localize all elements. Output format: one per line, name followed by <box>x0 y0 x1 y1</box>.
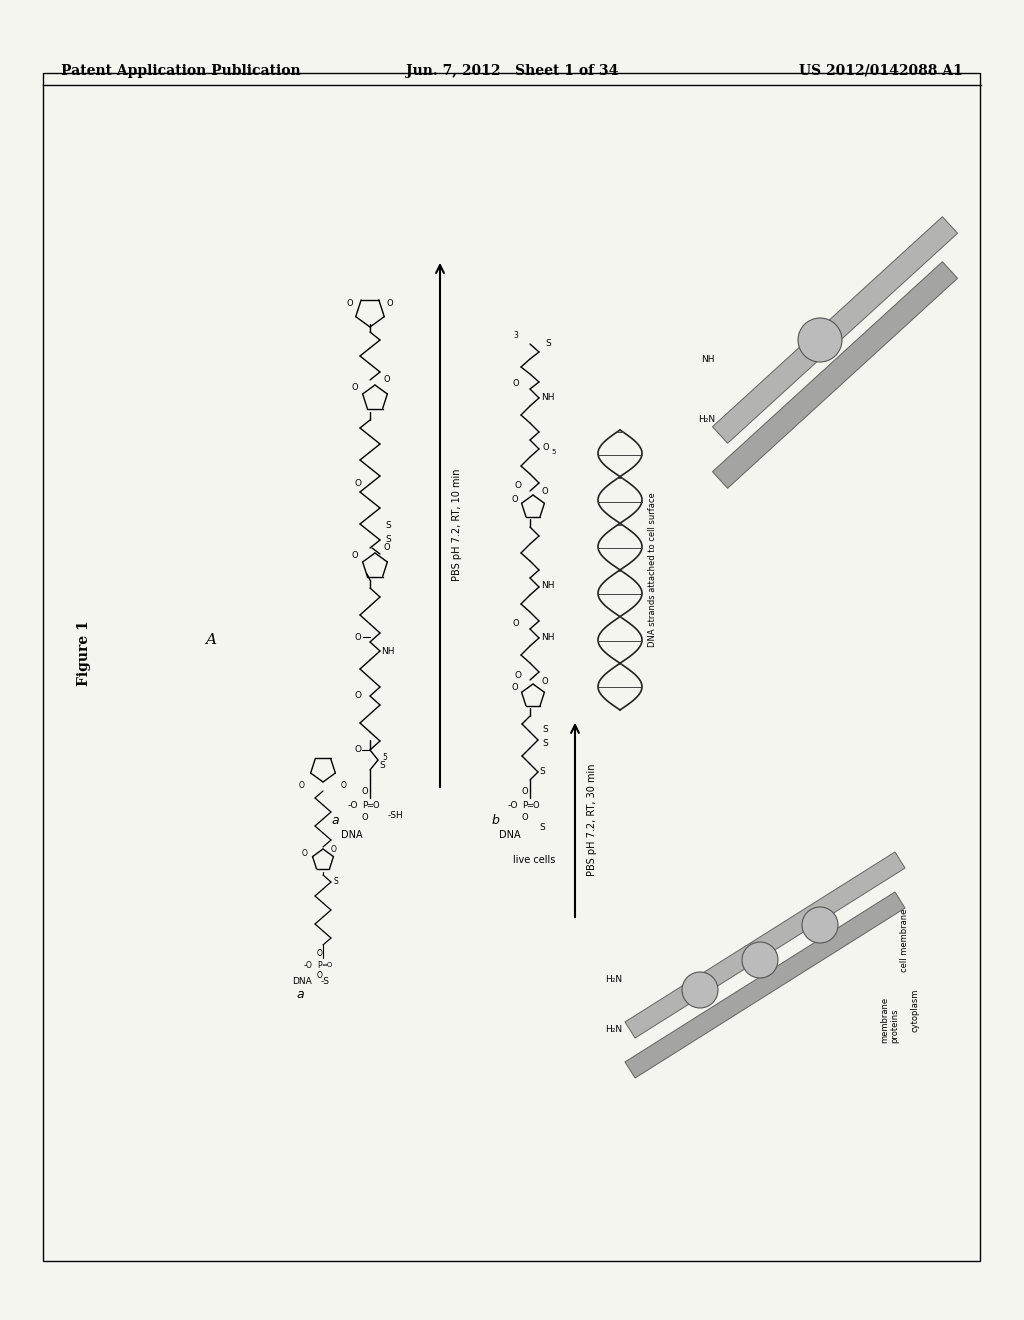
Text: live cells: live cells <box>513 855 555 865</box>
Text: cytoplasm: cytoplasm <box>910 989 919 1032</box>
Text: -S: -S <box>321 978 330 986</box>
Text: S: S <box>334 876 338 886</box>
Text: US 2012/0142088 A1: US 2012/0142088 A1 <box>799 63 963 78</box>
Polygon shape <box>625 851 905 1038</box>
Text: O: O <box>331 846 337 854</box>
Circle shape <box>682 972 718 1008</box>
Text: NH: NH <box>381 647 394 656</box>
Text: membrane
proteins: membrane proteins <box>880 997 899 1043</box>
Text: O: O <box>521 788 528 796</box>
Text: -SH: -SH <box>387 810 402 820</box>
Text: O: O <box>354 692 361 701</box>
Circle shape <box>798 318 842 362</box>
Text: S: S <box>379 760 385 770</box>
Text: O: O <box>514 671 521 680</box>
Text: O: O <box>361 788 369 796</box>
Text: NH: NH <box>701 355 715 364</box>
Text: O: O <box>514 482 521 491</box>
Text: cell membrane: cell membrane <box>900 908 909 972</box>
Text: O: O <box>299 780 305 789</box>
Text: P: P <box>317 961 323 969</box>
Text: O: O <box>354 746 361 755</box>
Text: O: O <box>542 676 548 685</box>
Text: O: O <box>302 849 308 858</box>
Text: O: O <box>513 380 519 388</box>
Text: S: S <box>539 824 545 833</box>
Polygon shape <box>713 261 957 488</box>
Text: H₂N: H₂N <box>698 416 715 425</box>
Text: O: O <box>512 495 518 503</box>
Text: P: P <box>362 800 368 809</box>
Text: S: S <box>542 738 548 747</box>
Text: O: O <box>354 479 361 488</box>
Text: DNA: DNA <box>292 978 312 986</box>
Text: 3: 3 <box>514 331 518 341</box>
Polygon shape <box>625 892 905 1078</box>
Text: Patent Application Publication: Patent Application Publication <box>61 63 301 78</box>
Text: PBS pH 7.2, RT, 10 min: PBS pH 7.2, RT, 10 min <box>452 469 462 581</box>
Text: P: P <box>522 800 527 809</box>
Polygon shape <box>713 216 957 444</box>
Text: O: O <box>512 684 518 693</box>
Text: DNA: DNA <box>499 830 521 840</box>
Text: NH: NH <box>542 632 555 642</box>
Text: O: O <box>387 300 393 309</box>
Text: a: a <box>331 813 339 826</box>
Text: S: S <box>385 536 391 544</box>
Text: -O: -O <box>348 800 358 809</box>
Text: S: S <box>542 726 548 734</box>
Circle shape <box>742 942 778 978</box>
Text: O: O <box>542 487 548 496</box>
Text: -O: -O <box>303 961 312 969</box>
Text: -O: -O <box>508 800 518 809</box>
Text: Jun. 7, 2012   Sheet 1 of 34: Jun. 7, 2012 Sheet 1 of 34 <box>406 63 618 78</box>
Text: =O: =O <box>526 800 540 809</box>
Text: O: O <box>341 780 347 789</box>
Text: PBS pH 7.2, RT, 30 min: PBS pH 7.2, RT, 30 min <box>587 764 597 876</box>
Text: O: O <box>384 375 390 384</box>
Text: O: O <box>384 544 390 553</box>
Text: O: O <box>543 444 549 453</box>
Text: O: O <box>521 813 528 822</box>
Text: S: S <box>539 767 545 776</box>
Text: O: O <box>317 972 323 981</box>
Circle shape <box>802 907 838 942</box>
Text: O: O <box>351 384 358 392</box>
Text: NH: NH <box>542 392 555 401</box>
Text: =O: =O <box>367 800 380 809</box>
Text: b: b <box>492 813 499 826</box>
Text: =O: =O <box>322 962 333 968</box>
Text: a: a <box>296 989 304 1002</box>
Text: O: O <box>351 552 358 561</box>
Text: Figure 1: Figure 1 <box>77 620 91 686</box>
Text: A: A <box>205 634 216 647</box>
Text: O: O <box>347 300 353 309</box>
Text: O: O <box>317 949 323 958</box>
Text: 5: 5 <box>552 449 556 455</box>
Text: O: O <box>513 619 519 628</box>
Text: 5: 5 <box>383 754 387 763</box>
Text: S: S <box>385 521 391 531</box>
Text: O: O <box>361 813 369 822</box>
Text: NH: NH <box>542 582 555 590</box>
Text: DNA: DNA <box>341 830 362 840</box>
Text: S: S <box>545 339 551 348</box>
Text: H₂N: H₂N <box>605 975 622 985</box>
Text: O: O <box>354 632 361 642</box>
Text: DNA strands attached to cell surface: DNA strands attached to cell surface <box>648 492 657 647</box>
Text: H₂N: H₂N <box>605 1026 622 1035</box>
